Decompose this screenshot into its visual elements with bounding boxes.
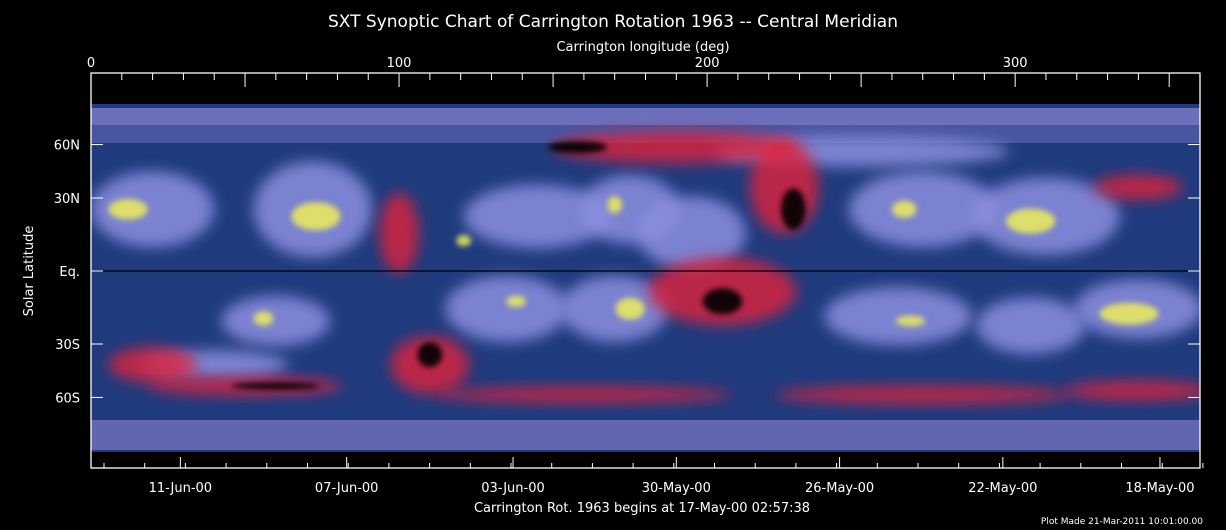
active-region <box>895 315 926 327</box>
y-tick-label: 30N <box>54 192 80 207</box>
date-tick-label: 30-May-00 <box>642 481 711 496</box>
x-axis-bottom-label: Carrington Rot. 1963 begins at 17-May-00… <box>474 501 810 516</box>
void-region <box>781 188 806 231</box>
active-region <box>506 295 526 307</box>
x-axis-top-label: Carrington longitude (deg) <box>556 40 729 55</box>
hole-region <box>1094 174 1183 200</box>
active-region <box>607 196 623 214</box>
bottom-date-labels: 11-Jun-00 07-Jun-00 03-Jun-00 30-May-00 26-M… <box>149 481 1195 496</box>
plot-made-footer: Plot Made 21-Mar-2011 10:01:00.00 <box>1041 517 1203 527</box>
y-tick-label: 60S <box>55 391 80 406</box>
y-axis-label: Solar Latitude <box>22 226 37 317</box>
bright-region <box>848 171 997 248</box>
active-region <box>1099 302 1159 325</box>
bright-region <box>976 297 1085 354</box>
bright-region <box>824 287 973 346</box>
bright-region <box>445 275 569 342</box>
plot-image <box>91 104 1200 452</box>
hole-region <box>1064 380 1200 401</box>
date-tick-label: 03-Jun-00 <box>481 481 545 496</box>
bright-region <box>221 295 331 347</box>
active-region <box>615 297 645 320</box>
void-region <box>231 382 321 390</box>
bright-region <box>463 184 612 249</box>
top-tick-label: 200 <box>695 56 720 71</box>
y-tick-labels: 60N 30N Eq. 30S 60S <box>54 139 80 407</box>
hole-region <box>379 192 419 274</box>
date-tick-label: 26-May-00 <box>805 481 874 496</box>
chart-title: SXT Synoptic Chart of Carrington Rotatio… <box>328 12 898 32</box>
south-limb-band <box>91 420 1200 450</box>
hole-region <box>774 385 1071 404</box>
axis-ticks <box>90 73 1204 468</box>
y-tick-label: Eq. <box>59 265 80 280</box>
date-tick-label: 22-May-00 <box>968 481 1037 496</box>
date-tick-label: 18-May-00 <box>1125 481 1194 496</box>
active-region <box>108 198 148 220</box>
top-tick-labels: 0 100 200 300 <box>87 56 1028 71</box>
top-tick-label: 100 <box>387 56 412 71</box>
date-tick-label: 11-Jun-00 <box>149 481 213 496</box>
active-region <box>291 202 341 231</box>
top-tick-label: 0 <box>87 56 95 71</box>
date-tick-label: 07-Jun-00 <box>315 481 379 496</box>
active-region <box>891 200 917 218</box>
y-tick-label: 60N <box>54 139 80 154</box>
top-tick-label: 300 <box>1003 56 1028 71</box>
bright-region <box>637 196 746 270</box>
bright-region <box>91 171 215 248</box>
active-region <box>456 235 472 247</box>
hole-region <box>553 131 800 164</box>
north-limb-band <box>91 108 1200 125</box>
void-region <box>548 141 608 154</box>
hole-region <box>436 386 732 403</box>
void-region <box>417 342 443 368</box>
hole-region <box>108 347 197 383</box>
void-region <box>702 288 743 315</box>
active-region <box>253 311 274 326</box>
active-region <box>1005 208 1056 234</box>
bright-region <box>560 275 669 342</box>
y-tick-label: 30S <box>55 338 80 353</box>
